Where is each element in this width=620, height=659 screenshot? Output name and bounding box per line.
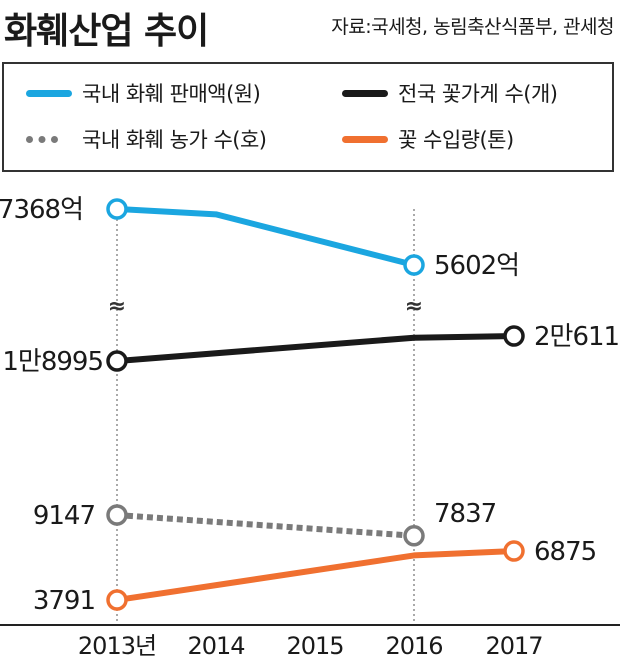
series-line <box>114 548 517 603</box>
legend-label: 꽃 수입량(톤) <box>398 128 514 152</box>
data-label: 5602억 <box>434 251 519 281</box>
data-label: 3791 <box>33 586 95 616</box>
data-point-marker <box>503 540 525 562</box>
legend-item-flower-shops: 전국 꽃가게 수(개) <box>342 78 558 108</box>
data-point-marker <box>403 254 425 276</box>
data-label: 2만611 <box>534 322 619 352</box>
data-point-marker <box>106 350 128 372</box>
data-source: 자료:국세청, 농림축산식품부, 관세청 <box>331 16 614 38</box>
x-tick-label: 2015 <box>286 632 343 659</box>
data-point-marker <box>106 504 128 526</box>
data-label: 7837 <box>434 499 496 529</box>
legend-label: 국내 화훼 농가 수(호) <box>82 128 267 152</box>
legend-swatch-black <box>342 89 388 97</box>
data-point-marker <box>106 198 128 220</box>
legend-swatch-orange <box>342 135 388 143</box>
axis-break-mark: ≈ <box>405 294 423 319</box>
data-point-marker <box>403 525 425 547</box>
data-point-marker <box>106 589 128 611</box>
legend-label: 국내 화훼 판매액(원) <box>82 82 261 106</box>
legend-item-flower-sales: 국내 화훼 판매액(원) <box>26 78 261 108</box>
legend-swatch-gray-dotted <box>26 135 58 143</box>
axis-break-mark: ≈ <box>108 294 126 319</box>
legend: 국내 화훼 판매액(원) 전국 꽃가게 수(개) 국내 화훼 농가 수(호) 꽃… <box>2 62 614 172</box>
data-label: 9147 <box>33 501 95 531</box>
chart-title: 화훼산업 추이 <box>4 11 209 52</box>
legend-label: 전국 꽃가게 수(개) <box>398 82 558 106</box>
data-label: 7368억 <box>0 195 83 225</box>
data-label: 6875 <box>534 537 596 567</box>
x-tick-label: 2013년 <box>78 632 156 659</box>
legend-item-flower-farms: 국내 화훼 농가 수(호) <box>26 124 267 154</box>
series-line <box>114 333 517 364</box>
x-tick-label: 2017 <box>485 632 542 659</box>
legend-item-flower-imports: 꽃 수입량(톤) <box>342 124 514 154</box>
series-line <box>116 512 415 539</box>
series-line <box>114 206 417 268</box>
x-tick-label: 2014 <box>187 632 244 659</box>
legend-swatch-blue <box>26 89 72 97</box>
data-point-marker <box>503 325 525 347</box>
x-tick-label: 2016 <box>385 632 442 659</box>
data-label: 1만8995 <box>2 347 103 377</box>
